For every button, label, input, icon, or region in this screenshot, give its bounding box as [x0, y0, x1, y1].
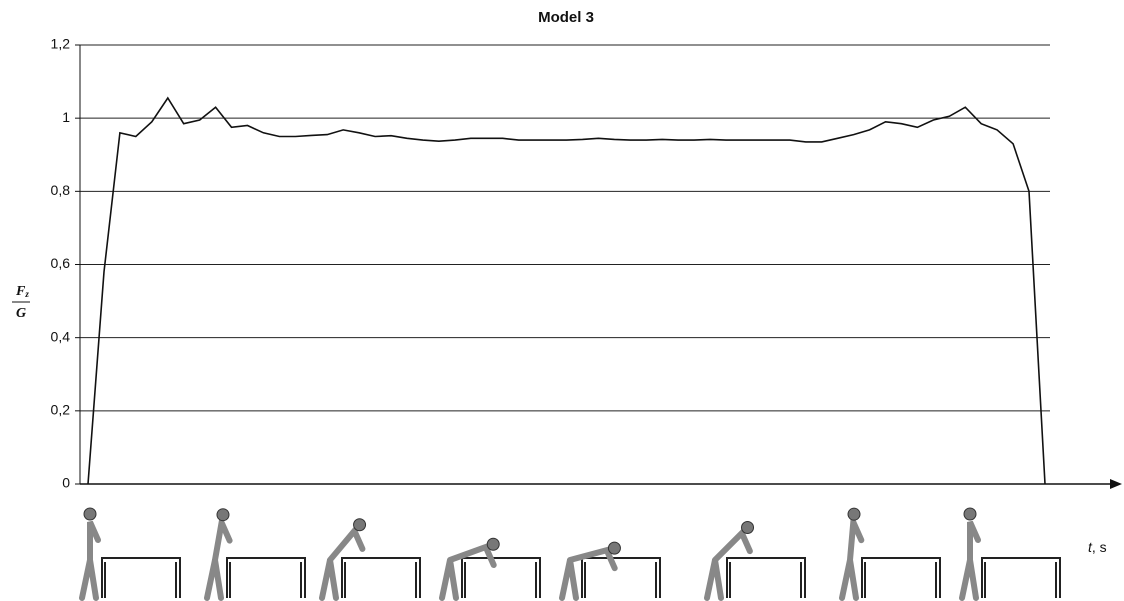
figure-head [486, 537, 500, 551]
posture-illustrations [79, 507, 1061, 601]
table [981, 557, 1061, 598]
chart-title: Model 3 [538, 9, 594, 26]
y-label-denominator: G [16, 306, 26, 321]
table [581, 557, 661, 598]
figure-body [439, 543, 497, 601]
y-tick-label: 1,2 [51, 36, 71, 52]
figure-head [741, 520, 755, 534]
y-tick-label: 0,6 [51, 255, 71, 271]
figure-head [847, 507, 861, 521]
figure-head [353, 518, 367, 532]
x-axis-arrow [1110, 479, 1122, 489]
table [861, 557, 941, 598]
figure-body [704, 527, 753, 601]
table [726, 557, 806, 598]
figure-body [204, 512, 233, 601]
figure-head [83, 507, 97, 521]
y-tick-label: 0,8 [51, 182, 71, 198]
figure-head [216, 508, 230, 522]
table [461, 557, 541, 598]
figure-body [319, 525, 366, 601]
figure-head [607, 541, 621, 555]
table [226, 557, 306, 598]
y-axis-label: Fz G [12, 284, 30, 321]
figure-head [963, 507, 977, 521]
y-tick-label: 1 [62, 109, 70, 125]
figure-body [559, 546, 618, 601]
table [101, 557, 181, 598]
figure-body [79, 520, 101, 601]
x-axis-label: t, s [1088, 539, 1107, 555]
table [341, 557, 421, 598]
figure-body [839, 510, 865, 601]
y-tick-label: 0,2 [51, 402, 71, 418]
y-tick-label: 0 [62, 475, 70, 491]
data-line [87, 96, 1046, 485]
figure-body [959, 520, 981, 601]
y-tick-label: 0,4 [51, 328, 71, 344]
y-label-numerator: Fz [15, 284, 29, 299]
